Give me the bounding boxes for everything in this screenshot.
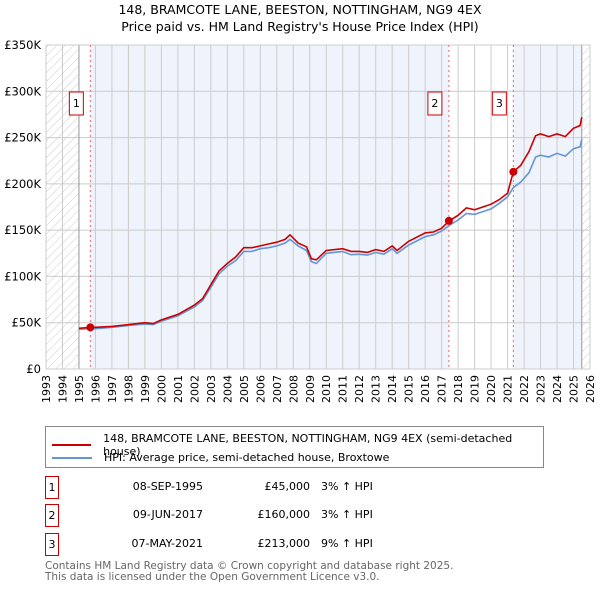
x-tick-label: 2023 <box>535 375 548 403</box>
sale-point <box>509 167 518 176</box>
x-tick-label: 2002 <box>188 375 201 403</box>
y-tick-label: £50K <box>12 316 42 330</box>
x-tick-label: 2015 <box>403 375 416 403</box>
x-tick-label: 1998 <box>122 375 135 403</box>
x-tick-label: 1996 <box>89 375 102 403</box>
x-tick-label: 2008 <box>287 375 300 403</box>
x-tick-label: 2010 <box>320 375 333 403</box>
x-tick-label: 2020 <box>485 375 498 403</box>
chart-subtitle: Price paid vs. HM Land Registry's House … <box>121 19 479 34</box>
x-tick-label: 2006 <box>254 375 267 403</box>
y-tick-label: £0 <box>26 362 41 376</box>
x-tick-label: 2024 <box>551 375 564 403</box>
x-tick-label: 2007 <box>271 375 284 403</box>
plot-frame <box>45 44 591 370</box>
x-tick-label: 2017 <box>436 375 449 403</box>
x-tick-label: 2013 <box>370 375 383 403</box>
y-tick-label: £250K <box>4 131 41 145</box>
sale-marker-badge: 3 <box>45 533 59 556</box>
sale-date: 08-SEP-1995 <box>132 480 203 493</box>
sale-marker-label: 3 <box>496 97 503 110</box>
sale-hpi: 3% ↑ HPI <box>321 508 373 521</box>
x-tick-label: 1995 <box>73 375 86 403</box>
chart-title: 148, BRAMCOTE LANE, BEESTON, NOTTINGHAM,… <box>118 2 482 17</box>
ownership-shade <box>513 45 582 369</box>
sale-marker-badge: 2 <box>45 504 59 527</box>
footer-licence: This data is licensed under the Open Gov… <box>45 571 380 583</box>
sale-marker-badge: 1 <box>45 476 59 499</box>
sale-marker-label: 1 <box>73 97 80 110</box>
x-tick-label: 2009 <box>304 375 317 403</box>
y-tick-label: £350K <box>4 38 41 52</box>
sale-price: £45,000 <box>264 480 311 493</box>
x-tick-label: 2003 <box>205 375 218 403</box>
x-tick-label: 2011 <box>337 375 350 403</box>
x-tick-label: 1999 <box>139 375 152 403</box>
x-tick-label: 2014 <box>386 375 399 403</box>
x-tick-label: 2004 <box>221 375 234 403</box>
x-tick-label: 2001 <box>172 375 185 403</box>
x-tick-label: 1994 <box>56 375 69 403</box>
y-tick-label: £150K <box>4 223 41 237</box>
legend: 148, BRAMCOTE LANE, BEESTON, NOTTINGHAM,… <box>45 426 544 468</box>
legend-property-line <box>52 444 92 446</box>
sale-marker-box <box>68 91 84 116</box>
sale-date: 07-MAY-2021 <box>131 537 203 550</box>
ownership-shade <box>90 45 449 369</box>
sale-row: 2 09-JUN-2017 £160,000 3% ↑ HPI <box>45 504 565 527</box>
sale-price: £213,000 <box>257 537 311 550</box>
x-tick-label: 2000 <box>155 375 168 403</box>
sale-marker-box <box>491 91 507 116</box>
sale-marker-box <box>427 91 443 116</box>
legend-hpi-line <box>52 456 92 459</box>
sale-point <box>86 323 95 332</box>
no-data-region <box>581 45 590 369</box>
x-tick-label: 2005 <box>238 375 251 403</box>
y-tick-label: £100K <box>4 269 41 283</box>
sale-row: 3 07-MAY-2021 £213,000 9% ↑ HPI <box>45 533 565 556</box>
x-tick-label: 2018 <box>452 375 465 403</box>
hpi-line <box>78 139 583 330</box>
sale-hpi: 3% ↑ HPI <box>321 480 373 493</box>
x-tick-label: 2012 <box>353 375 366 403</box>
x-tick-label: 2025 <box>568 375 581 403</box>
x-tick-label: 1997 <box>106 375 119 403</box>
y-tick-label: £300K <box>4 84 41 98</box>
sale-point <box>444 216 453 225</box>
footer-copyright: Contains HM Land Registry data © Crown c… <box>45 560 454 572</box>
sale-row: 1 08-SEP-1995 £45,000 3% ↑ HPI <box>45 476 565 499</box>
y-tick-label: £200K <box>4 177 41 191</box>
x-tick-label: 2026 <box>584 375 597 403</box>
sale-marker-label: 2 <box>431 97 438 110</box>
legend-hpi-label: HPI: Average price, semi-detached house,… <box>104 451 390 464</box>
property-price-line <box>78 117 583 330</box>
price-chart: 1993 1994 1995 1996 1997 1998 1999 2000 2001 2002… <box>4 38 597 403</box>
sale-price: £160,000 <box>257 508 311 521</box>
x-tick-label: 2019 <box>469 375 482 403</box>
sale-hpi: 9% ↑ HPI <box>321 537 373 550</box>
x-tick-label: 2016 <box>419 375 432 403</box>
x-tick-label: 2022 <box>518 375 531 403</box>
legend-property-label: 148, BRAMCOTE LANE, BEESTON, NOTTINGHAM,… <box>103 432 513 458</box>
x-tick-label: 2021 <box>502 375 515 403</box>
footer: Contains HM Land Registry data © Crown c… <box>45 561 453 583</box>
x-tick-label: 1993 <box>40 375 53 403</box>
sale-date: 09-JUN-2017 <box>132 508 203 521</box>
